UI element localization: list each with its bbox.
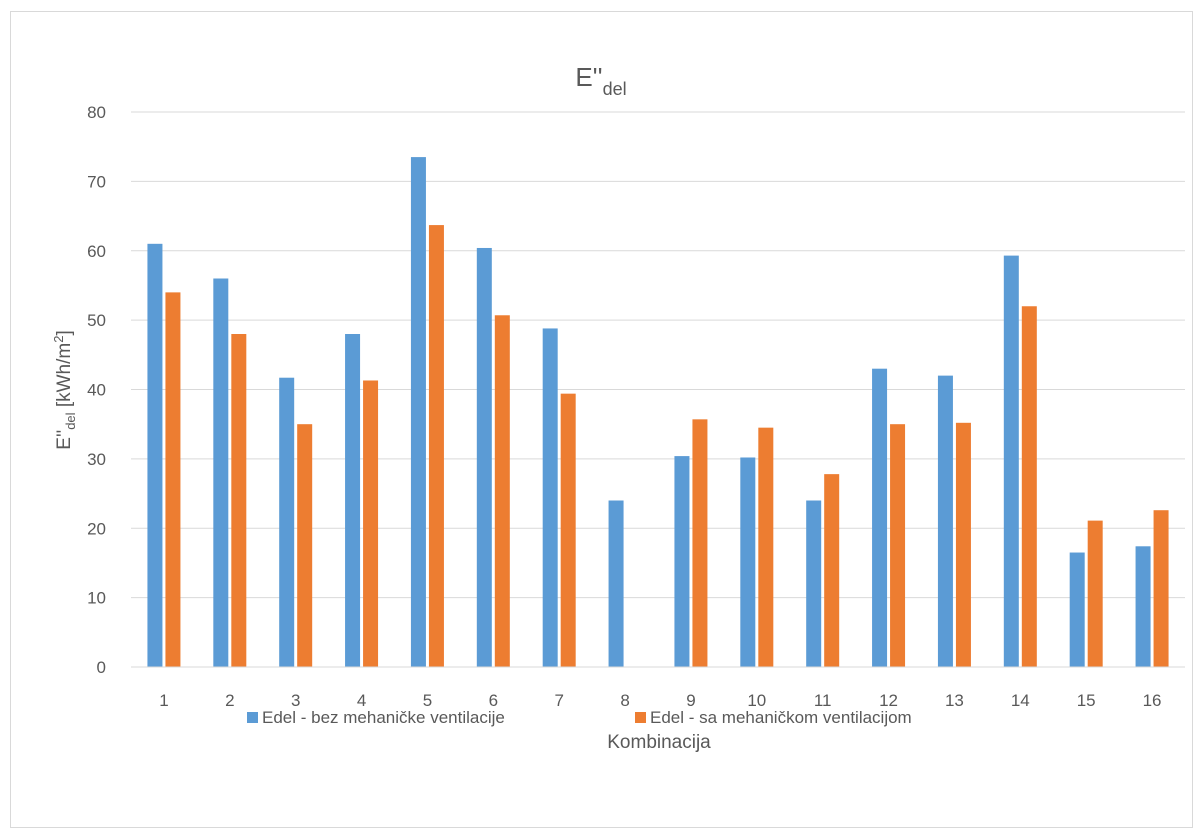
bar-bez-ventilacije [279, 377, 295, 667]
bar-sa-ventilacijom [1153, 510, 1169, 667]
x-tick-label: 15 [1077, 691, 1096, 710]
y-tick-label: 80 [87, 103, 106, 122]
legend-label-bez: Edel - bez mehaničke ventilacije [262, 708, 505, 727]
legend-label-sa: Edel - sa mehaničkom ventilacijom [650, 708, 912, 727]
bar-bez-ventilacije [740, 457, 756, 667]
x-tick-label: 9 [686, 691, 695, 710]
bar-bez-ventilacije [806, 500, 822, 667]
bar-sa-ventilacijom [758, 427, 774, 667]
x-tick-label: 13 [945, 691, 964, 710]
bar-bez-ventilacije [674, 456, 690, 667]
x-tick-label: 14 [1011, 691, 1030, 710]
bar-bez-ventilacije [1135, 546, 1151, 667]
legend: Edel - bez mehaničke ventilacije Edel - … [247, 708, 912, 727]
bar-bez-ventilacije [1003, 255, 1019, 667]
y-axis-title-sub: del [63, 412, 78, 429]
x-axis-title: Kombinacija [607, 732, 711, 753]
y-tick-label: 10 [87, 589, 106, 608]
x-tick-label: 6 [489, 691, 498, 710]
y-tick-label: 20 [87, 519, 106, 538]
bar-sa-ventilacijom [692, 419, 708, 667]
bar-sa-ventilacijom [428, 225, 444, 668]
x-tick-labels: 1 2 3 4 5 6 7 8 9 10 11 12 13 14 15 16 [159, 691, 1161, 710]
bar-sa-ventilacijom [363, 380, 379, 667]
x-tick-label: 8 [620, 691, 629, 710]
x-tick-label: 12 [879, 691, 898, 710]
y-tick-label: 70 [87, 172, 106, 191]
bar-bez-ventilacije [345, 334, 361, 667]
bar-bez-ventilacije [872, 368, 888, 667]
bar-sa-ventilacijom [165, 292, 181, 667]
bar-sa-ventilacijom [560, 393, 576, 667]
bar-sa-ventilacijom [955, 422, 971, 667]
x-tick-label: 4 [357, 691, 366, 710]
y-axis-title-unit: [kWh/m [54, 343, 75, 413]
bar-sa-ventilacijom [494, 315, 510, 667]
bar-bez-ventilacije [937, 375, 953, 667]
chart-title-main: E'' [575, 62, 602, 92]
bars [147, 157, 1169, 668]
bar-bez-ventilacije [1069, 552, 1085, 667]
x-tick-label: 5 [423, 691, 432, 710]
y-tick-label: 60 [87, 242, 106, 261]
chart-frame [10, 11, 1193, 828]
bar-bez-ventilacije [542, 328, 558, 667]
bar-bez-ventilacije [147, 243, 163, 667]
bar-sa-ventilacijom [231, 334, 247, 667]
y-axis-title-sup: 2 [51, 336, 66, 343]
x-tick-label: 10 [747, 691, 766, 710]
chart-title: E''del [575, 62, 626, 99]
x-tick-label: 1 [159, 691, 168, 710]
bar-sa-ventilacijom [890, 424, 906, 667]
x-tick-label: 16 [1143, 691, 1162, 710]
y-tick-label: 30 [87, 450, 106, 469]
x-tick-label: 2 [225, 691, 234, 710]
legend-swatch-bez [247, 712, 258, 723]
bar-bez-ventilacije [476, 247, 492, 667]
legend-swatch-sa [635, 712, 646, 723]
y-axis-title: E''del [kWh/m2] [51, 330, 78, 449]
y-axis-title-end: ] [54, 330, 75, 335]
y-tick-labels: 0 10 20 30 40 50 60 70 80 [87, 103, 106, 677]
y-tick-label: 50 [87, 311, 106, 330]
y-axis-title-main: E'' [54, 430, 75, 450]
bar-bez-ventilacije [410, 157, 426, 667]
bar-bez-ventilacije [213, 278, 229, 667]
y-tick-label: 40 [87, 381, 106, 400]
y-tick-label: 0 [97, 658, 106, 677]
bar-bez-ventilacije [608, 500, 624, 667]
bar-sa-ventilacijom [297, 424, 313, 667]
chart-title-sub: del [603, 79, 627, 99]
x-tick-label: 3 [291, 691, 300, 710]
x-tick-label: 11 [814, 691, 832, 710]
bar-sa-ventilacijom [1087, 520, 1103, 667]
x-tick-label: 7 [554, 691, 563, 710]
bar-sa-ventilacijom [1021, 306, 1037, 667]
bar-sa-ventilacijom [824, 474, 840, 667]
